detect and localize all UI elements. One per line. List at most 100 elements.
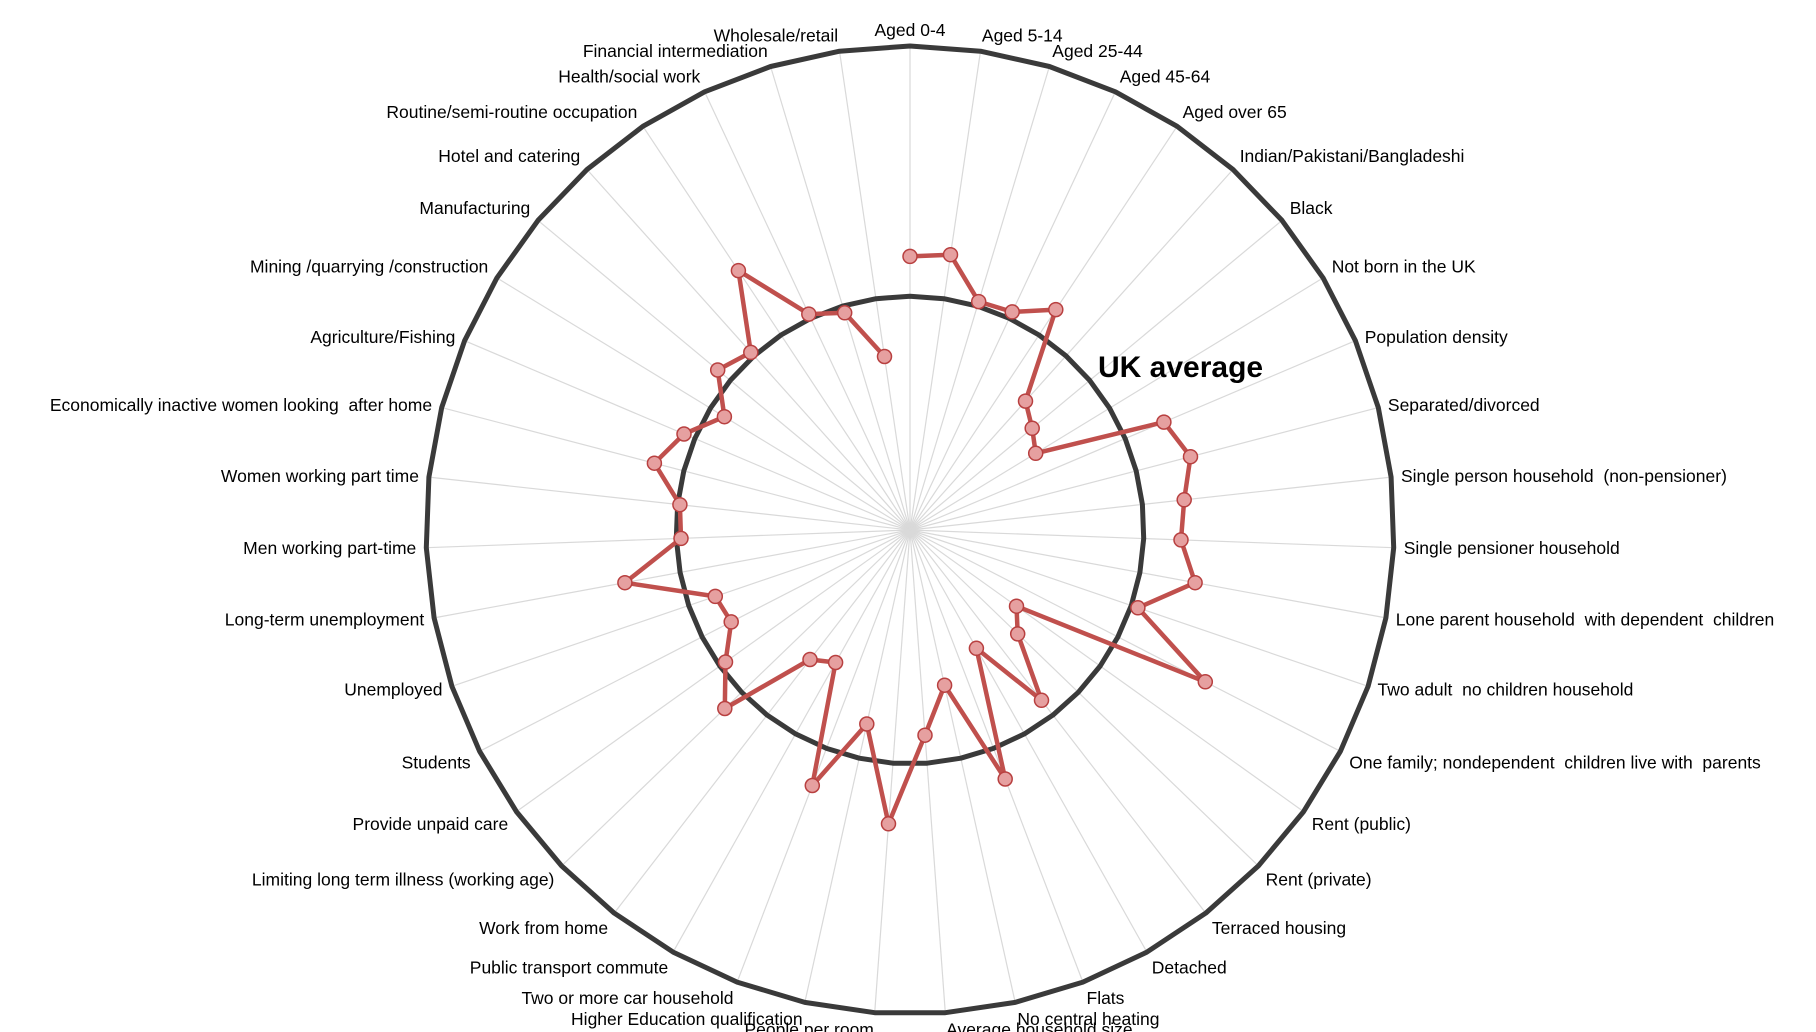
category-label: Wholesale/retail — [714, 25, 839, 45]
spoke-line — [909, 407, 1379, 531]
data-point — [617, 574, 633, 591]
category-label: Population density — [1365, 327, 1508, 347]
spoke-line — [479, 529, 911, 752]
category-label: Not born in the UK — [1332, 257, 1476, 277]
category-label: Long-term unemployment — [225, 610, 425, 630]
data-point — [707, 588, 724, 605]
spoke-line — [909, 125, 1178, 531]
data-point — [676, 426, 692, 442]
data-point — [1197, 674, 1214, 690]
spoke-line — [804, 529, 911, 1003]
category-label: Women working part time — [221, 466, 419, 486]
data-point — [936, 677, 953, 693]
category-label: Financial intermediation — [583, 41, 768, 61]
category-label: Aged 45-64 — [1120, 67, 1211, 87]
data-point — [859, 716, 875, 732]
category-label: Detached — [1152, 958, 1227, 978]
outer-ring — [423, 43, 1397, 1016]
category-label: Routine/semi-routine occupation — [386, 102, 637, 122]
category-label: Health/social work — [558, 67, 700, 87]
data-point — [730, 262, 747, 279]
category-label: Hotel and catering — [438, 146, 580, 166]
data-point — [1048, 301, 1064, 318]
spoke-line — [736, 529, 911, 983]
data-point — [970, 293, 987, 310]
spoke-line — [909, 340, 1356, 531]
spoke-line — [909, 529, 1304, 813]
data-point — [1182, 448, 1199, 465]
spoke-line — [433, 529, 911, 619]
category-label: One family; nondependent children live w… — [1349, 753, 1761, 773]
data-point — [876, 348, 893, 365]
data-point — [997, 771, 1013, 787]
category-label: Aged 25-44 — [1052, 41, 1143, 61]
data-point — [801, 306, 817, 322]
category-label: Lone parent household with dependent chi… — [1396, 610, 1774, 630]
data-point — [743, 344, 759, 361]
category-label: Higher Education qualification — [571, 1009, 803, 1029]
data-point — [1009, 626, 1026, 642]
data-point — [902, 248, 918, 265]
series-markers — [617, 246, 1214, 832]
spoke-line — [426, 529, 911, 549]
spoke-line — [909, 529, 1387, 619]
spoke-line — [909, 219, 1283, 531]
data-point — [880, 816, 897, 832]
category-label: People per room — [745, 1019, 874, 1032]
category-label: Separated/divorced — [1388, 395, 1540, 415]
data-point — [1156, 414, 1172, 430]
category-label: Indian/Pakistani/Bangladeshi — [1240, 146, 1465, 166]
data-point — [723, 614, 739, 630]
category-label: Aged over 65 — [1183, 102, 1287, 122]
category-label: Black — [1290, 198, 1333, 218]
spoke-line — [874, 529, 911, 1013]
category-label: Two or more car household — [521, 988, 733, 1008]
data-point — [1027, 445, 1044, 462]
data-point — [717, 700, 733, 717]
category-label: Limiting long term illness (working age) — [252, 870, 554, 890]
category-label: Unemployed — [344, 680, 442, 700]
spoke-line — [909, 529, 1394, 549]
category-label: Agriculture/Fishing — [310, 327, 455, 347]
category-label: Aged 5-14 — [982, 25, 1063, 45]
spoke-line — [909, 169, 1234, 531]
category-label: Rent (private) — [1266, 870, 1372, 890]
spoke-line — [909, 529, 1207, 914]
data-point — [1017, 393, 1034, 409]
data-point — [709, 362, 726, 378]
uk-average-label: UK average — [1098, 351, 1263, 384]
category-label: Public transport commute — [470, 958, 668, 978]
spoke-line — [909, 529, 1016, 1003]
spoke-line — [909, 529, 1084, 983]
category-label: Economically inactive women looking afte… — [50, 395, 432, 415]
spoke-line — [496, 277, 911, 531]
spoke-line — [909, 529, 946, 1013]
category-label: No central heating — [1017, 1009, 1159, 1029]
category-label: Rent (public) — [1312, 814, 1411, 834]
spoke-line — [909, 529, 1148, 953]
category-label: Flats — [1087, 988, 1125, 1008]
data-point — [672, 496, 688, 513]
data-point — [804, 777, 821, 794]
spoke-line — [838, 51, 911, 531]
spoke-line — [516, 529, 911, 813]
data-point — [917, 727, 933, 743]
data-point — [1008, 598, 1025, 614]
data-point — [1004, 304, 1020, 320]
spoke-line — [909, 529, 1259, 867]
spoke-line — [561, 529, 911, 867]
data-point — [716, 408, 733, 425]
spoke-line — [537, 219, 911, 531]
data-point — [1173, 532, 1189, 548]
data-point — [836, 305, 853, 321]
category-label: Work from home — [479, 918, 608, 938]
spoke-line — [909, 51, 982, 531]
spoke-line — [770, 66, 911, 531]
category-label: Provide unpaid care — [353, 814, 509, 834]
category-label: Terraced housing — [1212, 918, 1346, 938]
data-point — [942, 246, 959, 263]
data-point — [1033, 692, 1050, 709]
data-point — [717, 654, 734, 670]
